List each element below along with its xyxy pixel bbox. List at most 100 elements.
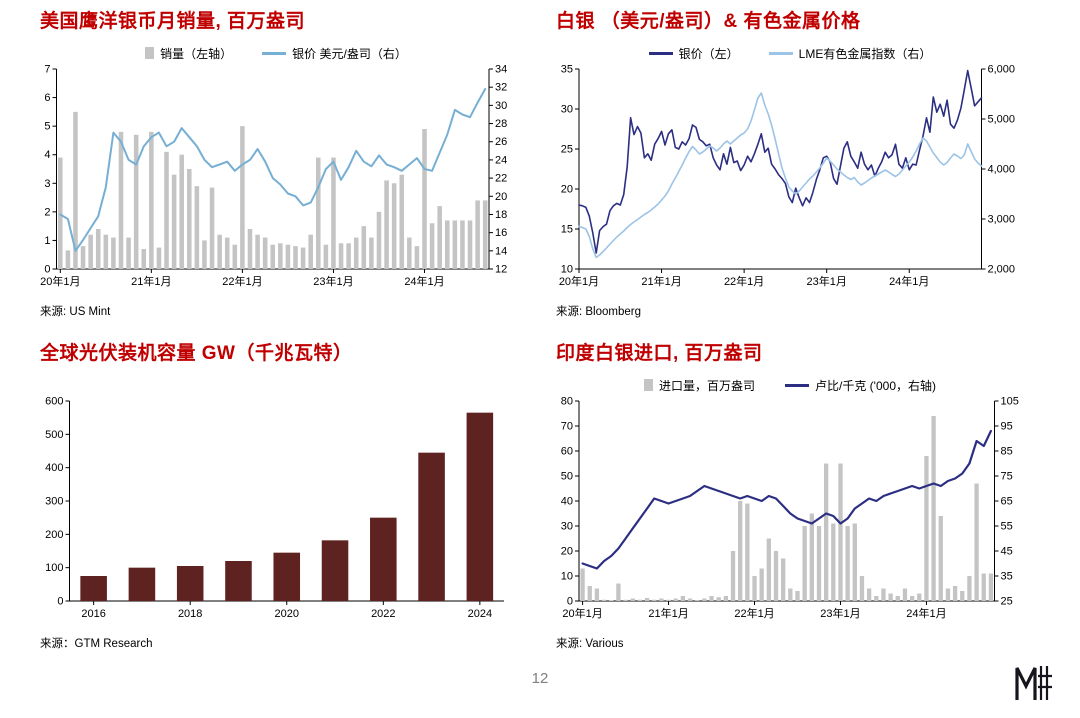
svg-text:24: 24 [495, 154, 507, 166]
svg-text:80: 80 [561, 396, 573, 408]
svg-text:23年1月: 23年1月 [313, 274, 353, 288]
legend-label: 销量（左轴） [160, 46, 233, 61]
legend-item: 进口量，百万盎司 [644, 377, 755, 394]
legend-line-swatch [648, 51, 673, 55]
legend-line-swatch [262, 51, 287, 55]
mf-logo-icon [1015, 666, 1052, 700]
svg-text:22年1月: 22年1月 [724, 274, 764, 288]
panel-india-silver-imports: 印度白银进口, 百万盎司 进口量，百万盎司 卢比/千克 ('000，右轴) 0 10… [556, 338, 1024, 651]
legend-label: 进口量，百万盎司 [659, 378, 756, 393]
bar-line-chart: 0 1 2 3 4 5 6 7 12 14 16 18 20 22 24 26 28 30 32 34 20年1月 21年… [40, 63, 512, 289]
panel-global-pv-capacity: 全球光伏装机容量 GW（千兆瓦特） 0 100 200 300 400 500 600 201… [40, 338, 512, 651]
svg-text:18: 18 [495, 209, 507, 221]
svg-text:20: 20 [561, 546, 573, 558]
svg-text:5,000: 5,000 [988, 114, 1016, 126]
svg-text:3: 3 [44, 178, 50, 190]
legend-item: 银价（左） [648, 45, 739, 62]
legend-bar-swatch [644, 379, 653, 391]
panel-title: 白银 （美元/盎司）& 有色金属价格 [556, 11, 861, 32]
legend-item: 卢比/千克 ('000，右轴) [785, 377, 936, 394]
panel-title: 美国鹰洋银币月销量, 百万盎司 [40, 11, 306, 32]
svg-text:2020: 2020 [275, 608, 299, 620]
legend-item: 销量（左轴） [145, 45, 232, 62]
svg-text:40: 40 [561, 496, 573, 508]
svg-text:50: 50 [561, 471, 573, 483]
svg-text:15: 15 [561, 224, 573, 236]
svg-text:20: 20 [495, 191, 507, 203]
svg-text:0: 0 [44, 264, 50, 276]
svg-text:22年1月: 22年1月 [734, 606, 774, 620]
svg-text:21年1月: 21年1月 [648, 606, 688, 620]
dual-line-chart: 10 15 20 25 30 35 2,000 3,000 4,000 5,000 6,000 20年… [556, 63, 1024, 289]
svg-text:95: 95 [1001, 421, 1013, 433]
panel-silver-vs-lme: 白银 （美元/盎司）& 有色金属价格 银价（左） LME有色金属指数（右） 10 1… [556, 6, 1024, 319]
svg-text:75: 75 [1001, 471, 1013, 483]
svg-text:600: 600 [45, 396, 63, 408]
svg-text:6: 6 [44, 92, 50, 104]
svg-text:7: 7 [44, 64, 50, 76]
svg-text:2022: 2022 [371, 608, 395, 620]
svg-text:4: 4 [44, 149, 50, 161]
svg-text:12: 12 [495, 264, 507, 276]
legend-item: LME有色金属指数（右） [768, 45, 931, 62]
legend-line-swatch [768, 51, 793, 55]
legend-line-swatch [785, 383, 810, 387]
svg-text:65: 65 [1001, 496, 1013, 508]
svg-text:25: 25 [1001, 596, 1013, 608]
svg-text:105: 105 [1001, 396, 1019, 408]
chart-legend: 银价（左） LME有色金属指数（右） [556, 43, 1024, 63]
panel-title: 印度白银进口, 百万盎司 [556, 343, 763, 364]
legend-bar-swatch [145, 47, 155, 59]
svg-text:200: 200 [45, 529, 63, 541]
svg-text:300: 300 [45, 496, 63, 508]
chart-legend: 进口量，百万盎司 卢比/千克 ('000，右轴) [556, 375, 1024, 395]
svg-text:24年1月: 24年1月 [906, 606, 946, 620]
svg-text:21年1月: 21年1月 [641, 274, 681, 288]
svg-text:23年1月: 23年1月 [807, 274, 847, 288]
svg-text:10: 10 [561, 571, 573, 583]
svg-text:2024: 2024 [468, 608, 492, 620]
svg-text:55: 55 [1001, 521, 1013, 533]
bar-chart: 0 100 200 300 400 500 600 2016 2018 2020 2022 2024 [40, 395, 512, 621]
svg-text:34: 34 [495, 64, 507, 76]
svg-text:24年1月: 24年1月 [404, 274, 444, 288]
svg-text:20年1月: 20年1月 [562, 606, 602, 620]
svg-text:100: 100 [45, 562, 63, 574]
source-note: 来源: Various [556, 638, 624, 650]
svg-text:60: 60 [561, 446, 573, 458]
source-note: 来源: US Mint [40, 306, 111, 318]
source-note: 来源：GTM Research [40, 638, 153, 650]
svg-text:10: 10 [561, 264, 573, 276]
svg-text:4,000: 4,000 [988, 164, 1016, 176]
source-note: 来源: Bloomberg [556, 306, 642, 318]
svg-text:25: 25 [561, 144, 573, 156]
legend-item: 银价 美元/盎司（右） [262, 45, 407, 62]
svg-text:500: 500 [45, 429, 63, 441]
panel-title: 全球光伏装机容量 GW（千兆瓦特） [40, 343, 353, 364]
svg-text:23年1月: 23年1月 [820, 606, 860, 620]
svg-text:20: 20 [561, 184, 573, 196]
svg-text:2: 2 [44, 206, 50, 218]
chart-legend: 销量（左轴） 银价 美元/盎司（右） [40, 43, 512, 63]
svg-text:32: 32 [495, 82, 507, 94]
legend-label: 银价 美元/盎司（右） [292, 46, 407, 61]
svg-text:35: 35 [561, 64, 573, 76]
svg-text:16: 16 [495, 227, 507, 239]
svg-text:400: 400 [45, 462, 63, 474]
svg-text:24年1月: 24年1月 [889, 274, 929, 288]
svg-text:35: 35 [1001, 571, 1013, 583]
legend-label: 银价（左） [678, 46, 739, 61]
svg-text:6,000: 6,000 [988, 64, 1016, 76]
svg-text:26: 26 [495, 136, 507, 148]
svg-text:85: 85 [1001, 446, 1013, 458]
svg-text:22: 22 [495, 173, 507, 185]
svg-text:28: 28 [495, 118, 507, 130]
svg-text:22年1月: 22年1月 [222, 274, 262, 288]
svg-text:45: 45 [1001, 546, 1013, 558]
svg-text:70: 70 [561, 421, 573, 433]
svg-text:30: 30 [495, 100, 507, 112]
svg-text:3,000: 3,000 [988, 214, 1016, 226]
svg-text:1: 1 [44, 235, 50, 247]
svg-text:21年1月: 21年1月 [131, 274, 171, 288]
